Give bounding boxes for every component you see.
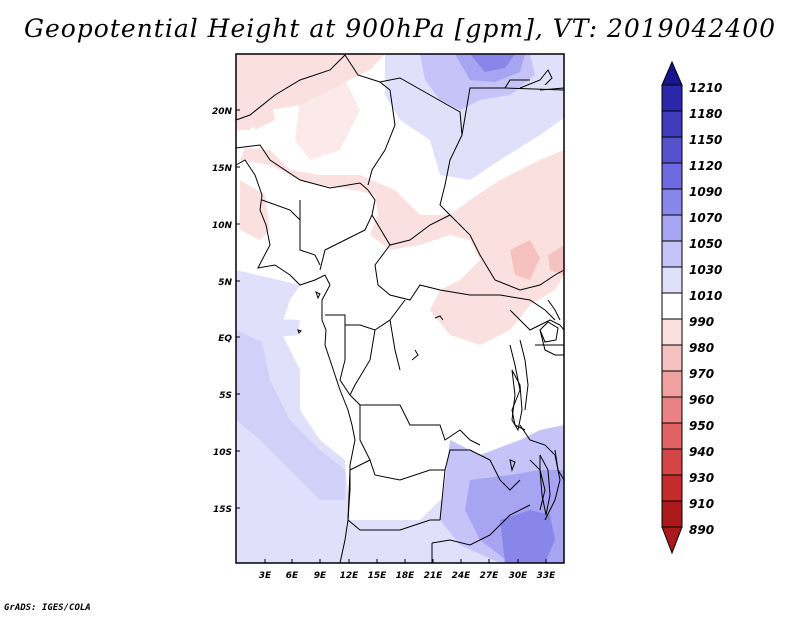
lon-axis: 3E 6E 9E 12E 15E 18E 21E 24E 27E 30E 33E [259, 559, 556, 581]
lon-label: 18E [396, 571, 416, 581]
colorbar-segment-910 [661, 474, 683, 502]
colorbar-segment-1070 [661, 188, 683, 216]
colorbar-label: 980 [689, 341, 714, 355]
country-borders [235, 54, 565, 564]
colorbar-label: 1180 [689, 107, 722, 121]
lat-label: 10S [213, 448, 232, 458]
colorbar-segment-1090 [661, 162, 683, 190]
lat-label: 15N [212, 164, 233, 174]
colorbar-label: 1120 [689, 159, 722, 173]
colorbar: 1210 1180 1150 1120 1090 1070 1050 1030 … [661, 60, 722, 555]
lon-label: 6E [286, 571, 299, 581]
colorbar-segment-940 [661, 422, 683, 450]
field-980 [236, 54, 564, 345]
map-field [236, 54, 564, 563]
grads-credit: GrADS: IGES/COLA [4, 603, 91, 613]
colorbar-label: 910 [689, 497, 714, 511]
colorbar-segment-1150 [661, 110, 683, 138]
colorbar-label: 970 [689, 367, 714, 381]
colorbar-segment-990 [661, 292, 683, 320]
colorbar-label: 960 [689, 393, 714, 407]
colorbar-segment-970 [661, 344, 683, 372]
lat-label: 15S [213, 505, 232, 515]
lon-label: 24E [452, 571, 472, 581]
colorbar-segment-1180 [661, 84, 683, 112]
colorbar-label: 1010 [689, 289, 722, 303]
colorbar-segment-1050 [661, 214, 683, 242]
lat-label: 5N [218, 278, 232, 288]
colorbar-label: 1090 [689, 185, 722, 199]
lat-label: 10N [212, 221, 233, 231]
colorbar-segment-1120 [661, 136, 683, 164]
lon-label: 27E [480, 571, 500, 581]
colorbar-segment-980 [661, 318, 683, 346]
colorbar-segment-960 [661, 370, 683, 398]
colorbar-label: 1030 [689, 263, 722, 277]
field-970 [510, 240, 564, 280]
lon-label: 21E [424, 571, 444, 581]
colorbar-label: 930 [689, 471, 714, 485]
lon-label: 3E [259, 571, 272, 581]
lon-label: 33E [537, 571, 557, 581]
chart-title: Geopotential Height at 900hPa [gpm], VT:… [23, 14, 777, 43]
colorbar-segment-950 [661, 396, 683, 424]
field-1070 [470, 54, 555, 563]
lon-label: 12E [340, 571, 360, 581]
colorbar-segment-1010 [661, 266, 683, 294]
colorbar-label: 940 [689, 445, 714, 459]
map-frame [235, 53, 565, 564]
colorbar-label: 890 [689, 523, 714, 537]
colorbar-label: 1210 [689, 81, 722, 95]
colorbar-label: 1050 [689, 237, 722, 251]
lon-label: 30E [509, 571, 529, 581]
lat-label: 5S [219, 391, 232, 401]
colorbar-label: 1070 [689, 211, 722, 225]
colorbar-bottom-arrow [661, 526, 683, 555]
lat-label: EQ [218, 334, 232, 344]
colorbar-label: 990 [689, 315, 714, 329]
colorbar-label: 950 [689, 419, 714, 433]
lat-label: 20N [212, 107, 233, 117]
colorbar-segment-890 [661, 500, 683, 528]
colorbar-label: 1150 [689, 133, 722, 147]
lon-label: 15E [368, 571, 388, 581]
lat-axis: 20N 15N 10N 5N EQ 5S 10S 15S [212, 107, 240, 515]
colorbar-segment-930 [661, 448, 683, 476]
lon-label: 9E [314, 571, 327, 581]
colorbar-segment-1030 [661, 240, 683, 268]
colorbar-top-arrow [661, 60, 683, 86]
